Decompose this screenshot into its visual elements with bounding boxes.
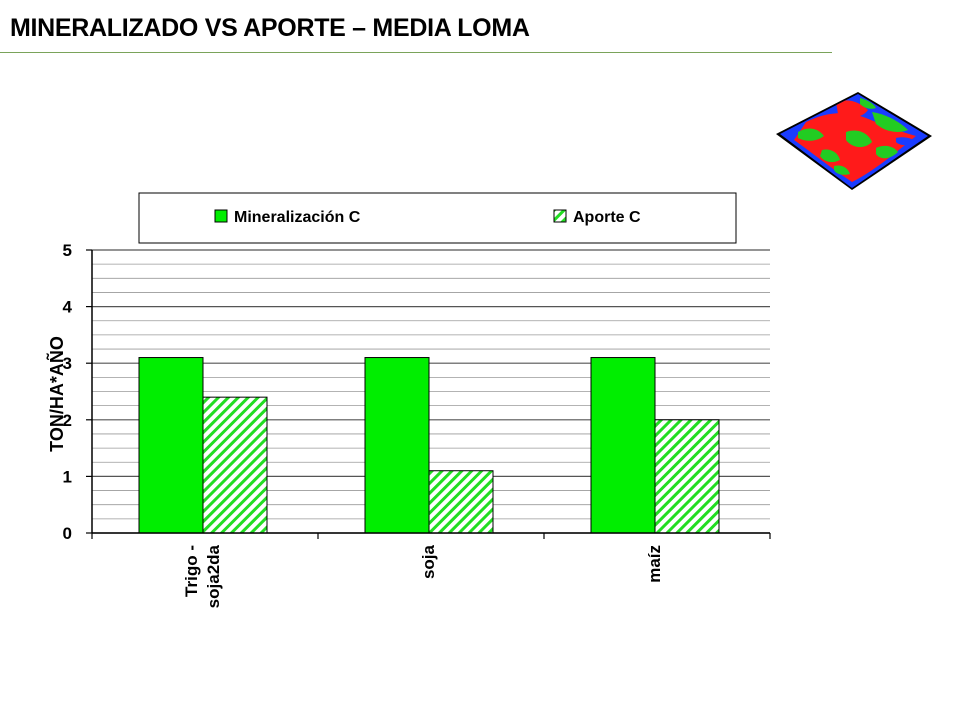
bar-aporte-0 — [202, 396, 268, 534]
y-tick-label: 3 — [63, 354, 72, 373]
y-tick-label: 1 — [63, 467, 72, 486]
legend-box — [138, 192, 737, 244]
bar-mineralizacion-1 — [364, 357, 430, 534]
bar-mineralizacion-0 — [138, 357, 204, 534]
bar-mineralizacion-2 — [590, 357, 656, 534]
legend: Mineralización C Aporte C — [138, 192, 737, 244]
x-tick-labels: Trigo - soja2da soja maíz — [182, 544, 664, 608]
bars — [138, 357, 720, 534]
legend-swatch-mineralizacion — [214, 209, 228, 223]
bar-aporte-2 — [654, 419, 720, 534]
legend-label-mineralizacion: Mineralización C — [234, 209, 361, 226]
legend-label-aporte: Aporte C — [573, 209, 641, 226]
y-tick-label: 0 — [63, 524, 72, 543]
x-tick-label: soja2da — [204, 544, 223, 608]
y-tick-label: 4 — [63, 298, 73, 317]
y-tick-labels: 0 1 2 3 4 5 — [63, 241, 92, 543]
x-tick-label: soja — [419, 544, 438, 579]
x-tick-label: maíz — [645, 545, 664, 583]
slide-title: MINERALIZADO VS APORTE – MEDIA LOMA — [10, 14, 530, 42]
y-axis-label: TON/HA*AÑO — [46, 336, 67, 452]
y-tick-label: 2 — [63, 411, 72, 430]
legend-swatch-aporte — [553, 209, 567, 223]
y-tick-label: 5 — [63, 241, 72, 260]
axes — [91, 250, 771, 539]
title-divider — [0, 52, 832, 53]
bar-aporte-1 — [428, 470, 494, 534]
x-tick-label: Trigo - — [182, 545, 201, 597]
field-map-thumbnail-icon — [776, 92, 932, 190]
